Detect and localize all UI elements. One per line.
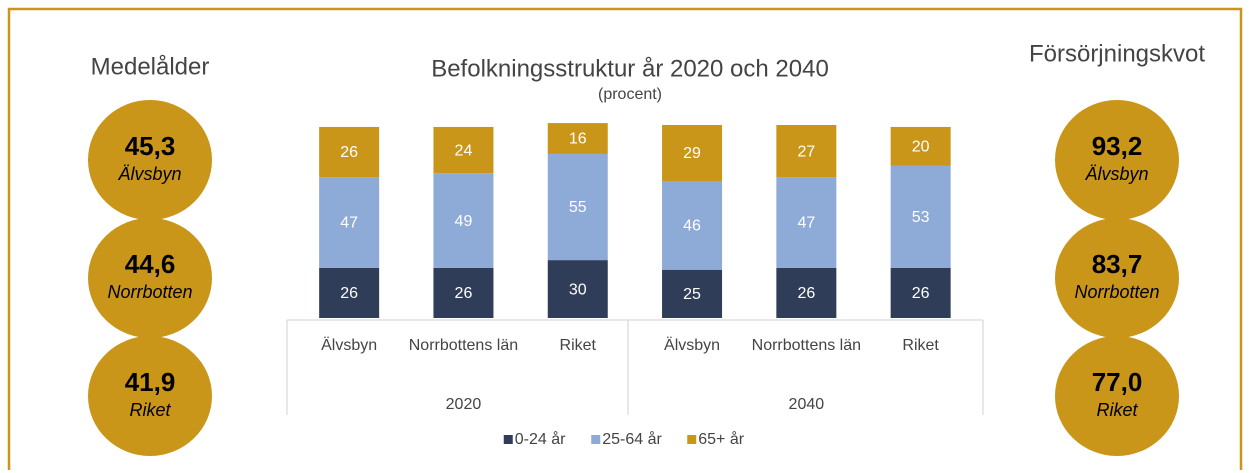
data-label: 25 <box>683 286 701 303</box>
x-tick-label: Älvsbyn <box>321 337 378 354</box>
bar-segment <box>433 267 494 318</box>
data-label: 26 <box>797 285 815 302</box>
bar-segment <box>662 180 723 270</box>
bar-segment <box>547 153 608 261</box>
x-tick-label: Norrbottens län <box>408 337 519 354</box>
group-label: 2020 <box>446 396 482 413</box>
bar-segment <box>662 269 723 318</box>
data-label: 26 <box>340 285 358 302</box>
circle <box>1055 336 1179 456</box>
panel-label: Älvsbyn <box>117 164 181 184</box>
x-tick-label: Riket <box>902 337 939 354</box>
data-label: 30 <box>569 281 587 298</box>
panel-title: Medelålder <box>91 53 210 80</box>
chart-subtitle: (procent) <box>598 86 662 103</box>
bar-segment <box>433 173 494 268</box>
bar-segment <box>662 125 723 181</box>
group-label: 2040 <box>789 396 825 413</box>
legend-swatch <box>503 435 513 444</box>
x-tick-label: Älvsbyn <box>664 337 721 354</box>
panel-title: Försörjningskvot <box>1029 40 1205 67</box>
legend-swatch <box>591 435 601 444</box>
panel-value: 93,2 <box>1092 131 1143 161</box>
data-label: 29 <box>683 145 701 162</box>
panel-label: Norrbotten <box>1074 282 1159 302</box>
legend-label: 0-24 år <box>515 430 566 448</box>
data-label: 26 <box>455 285 473 302</box>
category-axis <box>286 319 984 415</box>
data-label: 26 <box>340 144 358 161</box>
data-label: 27 <box>797 143 815 160</box>
bar-segment <box>776 177 837 268</box>
panel-value: 83,7 <box>1092 249 1143 279</box>
circle <box>1055 218 1179 338</box>
circle <box>1055 100 1179 220</box>
data-label: 47 <box>340 215 358 232</box>
legend-swatch <box>687 435 697 444</box>
data-label: 49 <box>455 213 473 230</box>
bar-segment <box>890 267 951 318</box>
bar-segment <box>319 177 380 268</box>
data-label: 16 <box>569 131 587 148</box>
data-label: 53 <box>912 209 930 226</box>
bar-segment <box>319 126 380 178</box>
panel-value: 44,6 <box>125 249 176 279</box>
bar-segment <box>776 267 837 318</box>
panel-label: Riket <box>1096 400 1138 420</box>
bar-segment <box>890 165 951 268</box>
panel-label: Riket <box>129 400 171 420</box>
bar-segment <box>547 123 608 154</box>
bar-segment <box>433 126 494 174</box>
data-label: 55 <box>569 199 587 216</box>
panel-value: 45,3 <box>125 131 176 161</box>
circle <box>88 100 212 220</box>
legend-label: 25-64 år <box>602 430 662 448</box>
circle <box>88 336 212 456</box>
frame <box>7 7 1243 470</box>
panel-label: Norrbotten <box>107 282 192 302</box>
data-label: 24 <box>455 142 473 159</box>
data-label: 46 <box>683 218 701 235</box>
x-tick-label: Riket <box>559 337 596 354</box>
bar-segment <box>890 126 951 166</box>
circle <box>88 218 212 338</box>
panel-value: 77,0 <box>1092 367 1143 397</box>
panel-value: 41,9 <box>125 367 176 397</box>
x-tick-label: Norrbottens län <box>751 337 862 354</box>
data-label: 26 <box>912 285 930 302</box>
legend-label: 65+ år <box>698 430 744 448</box>
chart-title: Befolkningsstruktur år 2020 och 2040 <box>431 55 829 82</box>
bar-segment <box>547 260 608 318</box>
bar-segment <box>776 125 837 178</box>
bar-segment <box>319 267 380 318</box>
panel-label: Älvsbyn <box>1084 164 1148 184</box>
data-label: 20 <box>912 138 930 155</box>
data-label: 47 <box>797 215 815 232</box>
